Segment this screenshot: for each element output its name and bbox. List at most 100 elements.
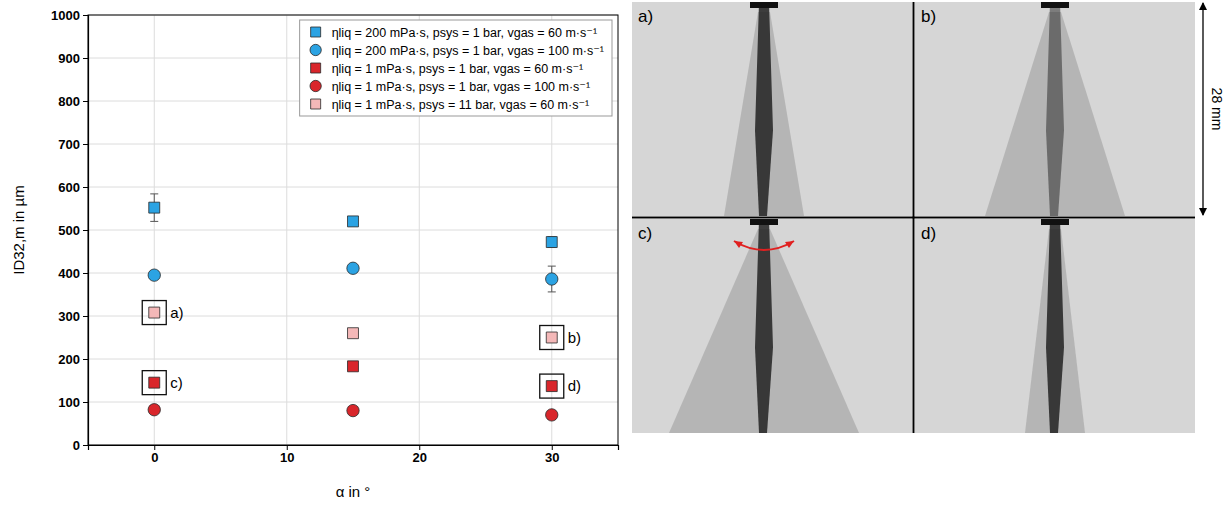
point	[546, 332, 557, 343]
point	[149, 202, 160, 213]
photo-panel: d)	[915, 219, 1195, 433]
y-tick: 100	[58, 395, 88, 410]
legend: ηliq = 200 mPa·s, psys = 1 bar, vgas = 6…	[300, 20, 612, 116]
nozzle	[750, 219, 778, 225]
panel-divider	[913, 2, 915, 433]
x-tick-label: 10	[280, 450, 294, 465]
photo-background	[632, 219, 912, 433]
oscillation-arrow	[734, 241, 794, 250]
nozzle	[1041, 2, 1069, 8]
panel-label: a)	[638, 7, 653, 26]
y-tick-label: 1000	[51, 8, 80, 23]
y-tick-mark	[83, 273, 88, 274]
point	[546, 273, 558, 285]
error-bar-line	[150, 193, 158, 194]
annotations: a) c) b) d)	[142, 301, 581, 399]
y-tick-mark	[83, 58, 88, 59]
point	[148, 269, 160, 281]
scale-arrow-head	[1199, 208, 1207, 216]
y-tick-label: 700	[58, 137, 80, 152]
point	[149, 307, 160, 318]
y-tick: 400	[58, 266, 88, 281]
y-tick-mark	[83, 402, 88, 403]
x-tick: 0	[151, 445, 158, 465]
point	[347, 404, 359, 416]
grid-line-y	[88, 359, 618, 360]
legend-label: ηliq = 1 mPa·s, psys = 1 bar, vgas = 60 …	[332, 62, 584, 76]
grid-line-y	[88, 187, 618, 188]
annotation-label: d)	[568, 377, 581, 394]
scale-bar	[1202, 3, 1203, 215]
photo-background	[915, 2, 1195, 216]
point	[348, 361, 359, 372]
annotation-box	[540, 326, 564, 350]
legend-marker	[310, 80, 321, 91]
point	[546, 409, 558, 421]
photo-background	[632, 2, 912, 216]
y-tick-mark	[83, 144, 88, 145]
y-tick: 1000	[51, 8, 88, 23]
annotation-box	[540, 374, 564, 398]
error-bar-line	[150, 221, 158, 222]
x-tick: 30	[545, 445, 559, 465]
y-tick-mark	[83, 230, 88, 231]
photo-background	[915, 219, 1195, 433]
photo-panels: a) b) c)d)	[632, 2, 1195, 433]
grid-line-y	[88, 316, 618, 317]
figure: 010020030040050060070080090010000102030α…	[0, 0, 1228, 508]
annotation-label: c)	[170, 374, 183, 391]
grid	[88, 15, 618, 445]
panel-label: b)	[921, 7, 936, 26]
arrow-head	[785, 241, 794, 248]
series	[149, 194, 557, 248]
y-tick: 800	[58, 94, 88, 109]
annotation-box	[142, 301, 166, 325]
y-tick-mark	[83, 187, 88, 188]
y-tick: 300	[58, 309, 88, 324]
legend-label: ηliq = 200 mPa·s, psys = 1 bar, vgas = 1…	[332, 44, 604, 58]
y-tick-label: 0	[73, 438, 80, 453]
grid-line-y	[88, 402, 618, 403]
x-tick-label: 30	[545, 450, 559, 465]
series	[148, 262, 558, 292]
annotation-box	[142, 371, 166, 395]
plot-marks	[148, 194, 558, 421]
legend-box	[300, 20, 612, 116]
y-axis-line	[83, 16, 89, 446]
error-bar-line	[548, 266, 556, 267]
legend-marker	[311, 27, 321, 37]
scale-label: 28 mm	[1209, 88, 1225, 131]
point	[546, 237, 557, 248]
y-tick-label: 300	[58, 309, 80, 324]
y-axis: 01002003004005006007008009001000	[51, 8, 88, 453]
series	[149, 307, 557, 343]
photo-panel: b)	[915, 2, 1195, 216]
y-tick-label: 500	[58, 223, 80, 238]
plot-frame	[88, 15, 618, 445]
error-bar-line	[548, 291, 556, 292]
y-tick: 600	[58, 180, 88, 195]
series	[148, 404, 558, 422]
photo-panel: c)	[632, 219, 912, 433]
x-tick: 20	[413, 445, 427, 465]
legend-marker	[311, 63, 321, 73]
photo-panel: a)	[632, 2, 912, 216]
point	[148, 404, 160, 416]
y-tick: 900	[58, 51, 88, 66]
annotation-label: b)	[568, 329, 581, 346]
legend-label: ηliq = 1 mPa·s, psys = 1 bar, vgas = 100…	[332, 80, 590, 94]
legend-label: ηliq = 1 mPa·s, psys = 11 bar, vgas = 60…	[332, 98, 590, 112]
legend-label: ηliq = 200 mPa·s, psys = 1 bar, vgas = 6…	[332, 26, 597, 40]
liquid-jet	[1046, 2, 1064, 216]
nozzle	[1041, 219, 1069, 225]
x-tick-label: 0	[151, 450, 158, 465]
y-tick: 0	[73, 438, 88, 453]
x-axis: 0 10 20 30	[89, 445, 619, 465]
y-tick-label: 800	[58, 94, 80, 109]
annotation-label: a)	[170, 304, 183, 321]
grid-line-y	[88, 230, 618, 231]
x-axis-line	[89, 446, 619, 451]
liquid-jet	[1046, 219, 1064, 433]
y-tick-mark	[83, 15, 88, 16]
series	[149, 361, 557, 392]
